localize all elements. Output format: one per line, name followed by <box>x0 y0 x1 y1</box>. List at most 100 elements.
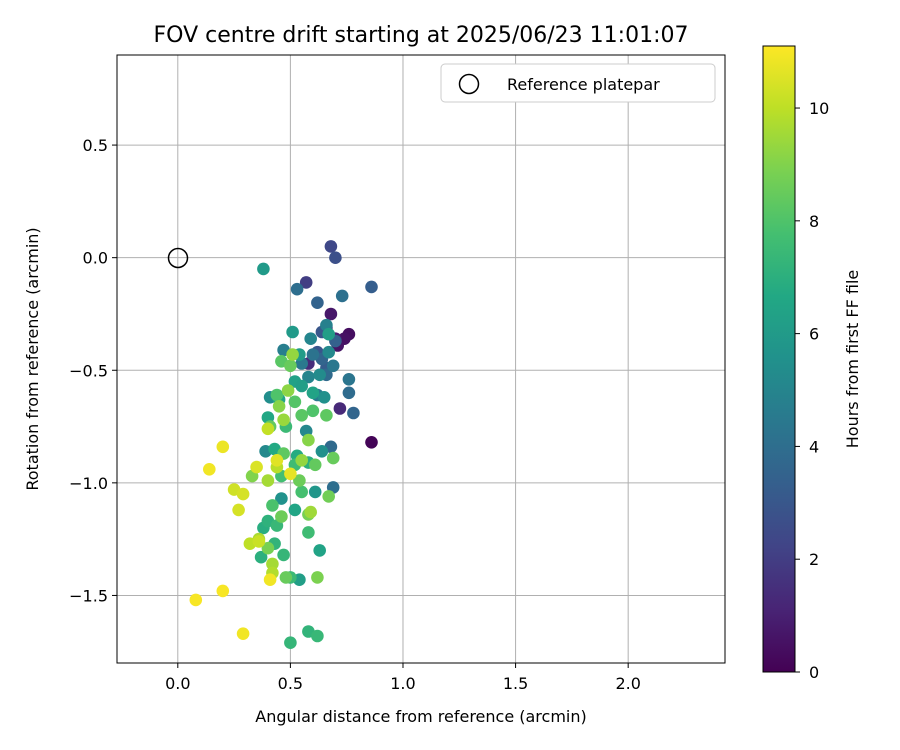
y-tick-label: 0.0 <box>83 249 108 268</box>
data-point <box>277 548 290 562</box>
data-point <box>275 510 288 523</box>
data-point <box>272 400 286 413</box>
colorbar-ticks: 0 2 4 6 8 10 <box>795 99 829 682</box>
plot-frame <box>116 54 726 664</box>
y-tick-label: −1.0 <box>69 474 108 493</box>
data-point <box>342 386 356 400</box>
data-point <box>333 402 347 415</box>
data-point <box>304 332 318 346</box>
x-tick-label: 0.0 <box>165 674 190 693</box>
data-point <box>311 296 324 310</box>
data-point <box>275 492 288 505</box>
data-point <box>304 505 318 519</box>
data-point <box>295 454 309 467</box>
colorbar-tick-label: 8 <box>809 212 819 231</box>
data-point <box>270 388 284 402</box>
y-tick-label: −0.5 <box>69 361 108 380</box>
colorbar-tick-label: 10 <box>809 99 829 118</box>
data-point <box>295 409 309 422</box>
data-point <box>295 485 309 499</box>
data-point <box>329 251 342 264</box>
x-tick-label: 0.5 <box>278 674 303 693</box>
data-point <box>302 370 315 384</box>
data-point <box>254 550 268 564</box>
data-point <box>216 440 230 454</box>
data-point <box>347 406 360 420</box>
data-point <box>252 535 266 548</box>
data-point <box>236 487 250 501</box>
x-axis-label: Angular distance from reference (arcmin) <box>255 707 586 726</box>
data-point <box>277 413 290 427</box>
data-point <box>288 395 302 409</box>
y-tick-label: 0.5 <box>83 136 108 155</box>
data-point <box>261 541 275 555</box>
data-point <box>299 276 313 289</box>
data-point <box>288 503 302 517</box>
data-point <box>293 474 306 487</box>
legend-entry-reference-platepar: Reference platepar <box>507 75 660 94</box>
data-point <box>257 262 270 276</box>
colorbar-label: Hours from first FF file <box>843 270 862 449</box>
data-point <box>335 289 349 303</box>
data-point <box>365 436 378 449</box>
y-axis-label: Rotation from reference (arcmin) <box>23 227 42 490</box>
data-point <box>284 359 297 373</box>
reference-platepar-marker <box>167 247 189 269</box>
data-point <box>284 636 297 649</box>
data-point <box>216 584 230 598</box>
y-axis-ticks: 0.5 0.0 −0.5 −1.0 −1.5 <box>69 136 117 605</box>
data-point <box>342 373 356 386</box>
data-point <box>365 280 378 294</box>
data-point <box>236 627 250 640</box>
data-point <box>311 629 324 643</box>
colorbar: 0 2 4 6 8 10 Hours from first FF file <box>762 45 862 682</box>
data-point <box>281 384 295 397</box>
data-point <box>290 282 304 296</box>
x-tick-label: 1.0 <box>390 674 415 693</box>
data-point <box>326 359 340 373</box>
data-point <box>308 485 322 499</box>
data-point <box>261 474 275 487</box>
data-point <box>270 454 284 467</box>
data-point <box>322 345 336 359</box>
data-point <box>284 467 297 481</box>
data-point <box>295 379 309 393</box>
data-point <box>326 451 340 465</box>
x-axis-ticks: 0.0 0.5 1.0 1.5 2.0 <box>165 663 641 693</box>
colorbar-tick-label: 0 <box>809 663 819 682</box>
data-point <box>322 490 336 503</box>
data-point <box>324 307 338 321</box>
data-point <box>250 460 263 474</box>
data-point <box>322 327 336 341</box>
data-point <box>261 422 275 436</box>
x-tick-label: 2.0 <box>615 674 640 693</box>
data-point <box>286 348 299 361</box>
data-point <box>232 503 245 517</box>
colorbar-gradient <box>762 45 796 673</box>
colorbar-tick-label: 4 <box>809 437 819 456</box>
data-point <box>189 593 203 607</box>
data-point <box>306 404 320 418</box>
data-point <box>317 391 331 404</box>
data-point <box>279 571 293 584</box>
data-point <box>203 463 216 476</box>
data-point <box>313 544 327 557</box>
data-points <box>189 240 378 649</box>
data-point <box>306 386 320 400</box>
data-point <box>302 526 315 539</box>
data-point <box>320 409 333 422</box>
data-point <box>324 240 338 253</box>
colorbar-tick-label: 6 <box>809 325 819 344</box>
colorbar-tick-label: 2 <box>809 550 819 569</box>
data-point <box>266 499 279 512</box>
legend: Reference platepar <box>440 63 716 103</box>
legend-box <box>440 63 716 103</box>
data-point <box>306 348 320 361</box>
data-point <box>308 458 322 472</box>
data-point <box>302 433 315 447</box>
legend-marker-icon <box>458 73 480 95</box>
data-point <box>313 368 327 382</box>
data-point <box>315 445 329 458</box>
x-tick-label: 1.5 <box>503 674 528 693</box>
